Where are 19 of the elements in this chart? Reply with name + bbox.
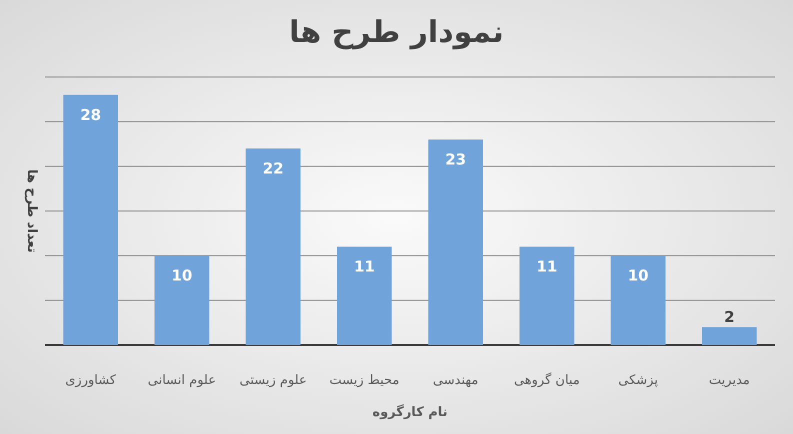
x-tick-label: میان گروهی — [514, 372, 580, 388]
x-axis-title: نام کارگروه — [372, 404, 448, 420]
x-tick-label: کشاورزی — [65, 373, 117, 388]
x-tick-label: محیط زیست — [329, 373, 400, 388]
data-label: 11 — [536, 258, 558, 276]
data-label: 10 — [628, 266, 649, 285]
x-tick-label: مهندسی — [432, 373, 478, 388]
data-label: 2 — [724, 308, 735, 326]
x-tick-label: پزشکی — [618, 373, 658, 388]
x-tick-label: علوم زیستی — [240, 373, 307, 388]
data-label: 22 — [262, 159, 284, 178]
x-tick-label: علوم انسانی — [148, 373, 216, 388]
y-axis-title: تعداد طرح ها — [24, 169, 39, 253]
chart-title: نمودار طرح ها — [289, 15, 504, 50]
data-label: 28 — [80, 106, 102, 124]
data-label: 11 — [354, 258, 375, 276]
data-label: 10 — [171, 266, 192, 285]
x-tick-label: مدیریت — [708, 373, 750, 388]
data-label: 23 — [445, 150, 466, 169]
